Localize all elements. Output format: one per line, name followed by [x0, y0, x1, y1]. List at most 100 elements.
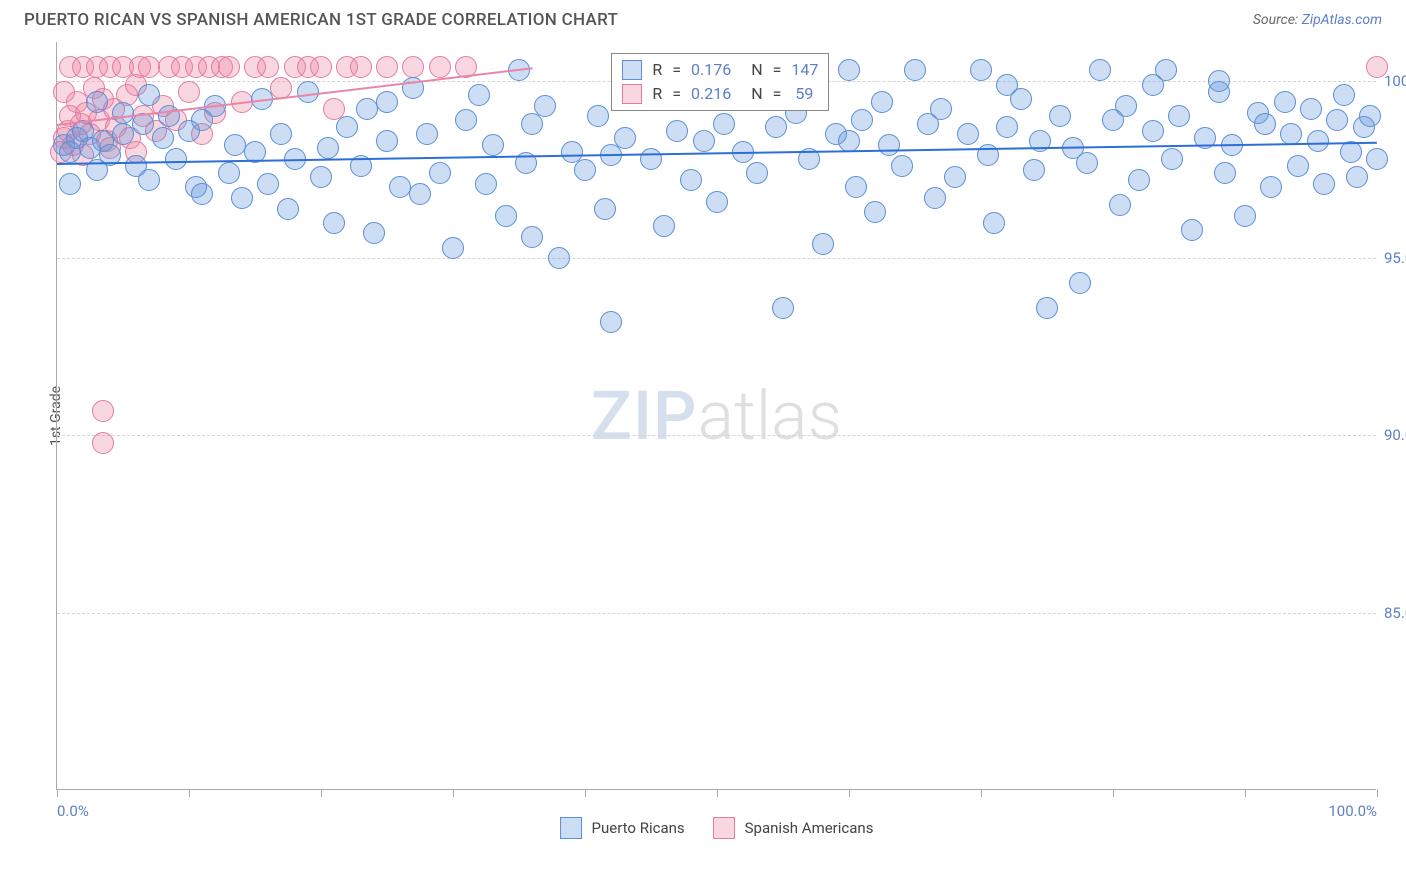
- data-point-blue: [772, 297, 794, 319]
- data-point-blue: [310, 166, 332, 188]
- data-point-blue: [1313, 173, 1335, 195]
- data-point-blue: [904, 59, 926, 81]
- eq: =: [773, 82, 782, 106]
- data-point-blue: [416, 123, 438, 145]
- data-point-blue: [1274, 91, 1296, 113]
- data-point-blue: [706, 191, 728, 213]
- y-tick-label: 85.0%: [1384, 604, 1406, 622]
- source-label: Source: ZipAtlas.com: [1253, 12, 1382, 28]
- data-point-blue: [845, 176, 867, 198]
- data-point-blue: [191, 183, 213, 205]
- data-point-blue: [983, 212, 1005, 234]
- legend-item-blue: Puerto Ricans: [560, 817, 685, 839]
- data-point-blue: [871, 91, 893, 113]
- x-tick: [849, 789, 850, 797]
- data-point-blue: [138, 169, 160, 191]
- data-point-blue: [838, 130, 860, 152]
- source-link[interactable]: ZipAtlas.com: [1302, 12, 1382, 28]
- x-tick: [717, 789, 718, 797]
- data-point-blue: [1115, 95, 1137, 117]
- data-point-blue: [574, 159, 596, 181]
- data-point-blue: [323, 212, 345, 234]
- data-point-blue: [944, 166, 966, 188]
- plot-area: ZIPatlas 85.0%90.0%95.0%100.0%0.0%100.0%…: [56, 42, 1376, 790]
- eq: =: [672, 58, 681, 82]
- data-point-pink: [257, 56, 279, 78]
- data-point-pink: [92, 400, 114, 422]
- data-point-blue: [1359, 105, 1381, 127]
- data-point-blue: [1076, 152, 1098, 174]
- data-point-blue: [521, 113, 543, 135]
- data-point-blue: [1036, 297, 1058, 319]
- data-point-blue: [59, 173, 81, 195]
- x-tick: [189, 789, 190, 797]
- legend-label-blue: Puerto Ricans: [592, 819, 685, 837]
- data-point-blue: [666, 120, 688, 142]
- data-point-blue: [1023, 159, 1045, 181]
- data-point-blue: [864, 201, 886, 223]
- data-point-blue: [924, 187, 946, 209]
- data-point-blue: [409, 183, 431, 205]
- y-tick-label: 95.0%: [1384, 249, 1406, 267]
- legend: Puerto Ricans Spanish Americans: [560, 817, 874, 839]
- data-point-pink: [1366, 56, 1388, 78]
- data-point-blue: [270, 123, 292, 145]
- r-key: R: [652, 82, 662, 106]
- data-point-blue: [442, 237, 464, 259]
- data-point-blue: [363, 222, 385, 244]
- data-point-pink: [376, 56, 398, 78]
- data-point-pink: [138, 56, 160, 78]
- correlation-stats-box: R=0.176N=147R=0.216N= 59: [611, 53, 829, 111]
- data-point-blue: [713, 113, 735, 135]
- y-tick-label: 90.0%: [1384, 426, 1406, 444]
- data-point-blue: [1109, 194, 1131, 216]
- data-point-blue: [594, 198, 616, 220]
- source-prefix: Source:: [1253, 12, 1302, 28]
- data-point-blue: [693, 130, 715, 152]
- chart-title: PUERTO RICAN VS SPANISH AMERICAN 1ST GRA…: [24, 10, 618, 30]
- data-point-blue: [376, 91, 398, 113]
- legend-swatch-blue: [560, 817, 582, 839]
- data-point-blue: [600, 311, 622, 333]
- x-tick: [57, 789, 58, 797]
- data-point-blue: [640, 148, 662, 170]
- r-key: R: [652, 58, 662, 82]
- data-point-blue: [165, 148, 187, 170]
- data-point-blue: [277, 198, 299, 220]
- data-point-blue: [1142, 120, 1164, 142]
- x-tick: [585, 789, 586, 797]
- data-point-pink: [59, 56, 81, 78]
- data-point-blue: [534, 95, 556, 117]
- data-point-pink: [429, 56, 451, 78]
- r-value: 0.176: [691, 58, 731, 82]
- data-point-blue: [1346, 166, 1368, 188]
- data-point-blue: [455, 109, 477, 131]
- data-point-pink: [53, 81, 75, 103]
- data-point-blue: [521, 226, 543, 248]
- swatch-pink: [622, 84, 642, 104]
- gridline: [57, 258, 1376, 259]
- data-point-blue: [1069, 272, 1091, 294]
- data-point-pink: [178, 81, 200, 103]
- data-point-blue: [970, 59, 992, 81]
- data-point-blue: [680, 169, 702, 191]
- data-point-blue: [1326, 109, 1348, 131]
- data-point-blue: [1300, 98, 1322, 120]
- watermark-zip: ZIP: [591, 376, 698, 456]
- data-point-blue: [765, 116, 787, 138]
- data-point-blue: [1307, 130, 1329, 152]
- data-point-pink: [402, 56, 424, 78]
- x-tick-label: 100.0%: [1328, 802, 1377, 820]
- data-point-blue: [1208, 70, 1230, 92]
- watermark-atlas: atlas: [698, 376, 843, 456]
- data-point-blue: [218, 162, 240, 184]
- data-point-blue: [1181, 219, 1203, 241]
- x-tick: [1245, 789, 1246, 797]
- x-tick: [1377, 789, 1378, 797]
- data-point-blue: [1168, 105, 1190, 127]
- legend-label-pink: Spanish Americans: [745, 819, 874, 837]
- data-point-blue: [356, 98, 378, 120]
- data-point-blue: [1089, 59, 1111, 81]
- data-point-blue: [336, 116, 358, 138]
- data-point-pink: [310, 56, 332, 78]
